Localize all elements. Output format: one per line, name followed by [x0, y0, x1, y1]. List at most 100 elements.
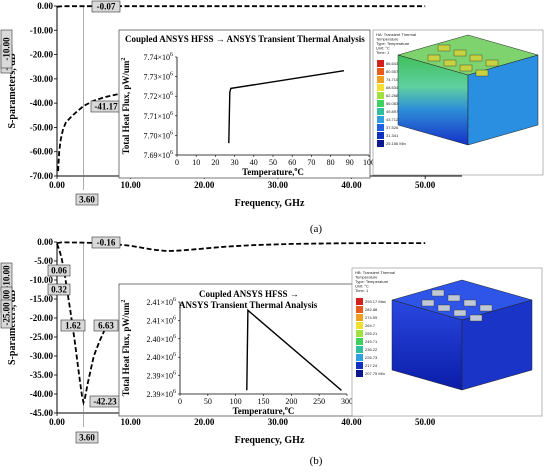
- y-tick-label: -20.00: [30, 50, 54, 60]
- y-tick-label: -30.00: [30, 351, 54, 361]
- thermal-header-line: Type: Temperature: [355, 279, 389, 284]
- y-tick-label: 0.00: [37, 1, 53, 11]
- thermal-header-line: HB: Transient Thermal: [355, 270, 395, 275]
- thermal-legend-value: 31.341: [386, 133, 399, 138]
- thermal-legend-value: 255.21: [365, 331, 378, 336]
- thermal-color-swatch: [377, 116, 384, 123]
- thermal-legend-value: 68.534: [386, 85, 399, 90]
- thermal-color-swatch: [356, 298, 363, 305]
- thermal-block-pad: [431, 289, 445, 297]
- x-tick-label: 40.00: [341, 180, 362, 190]
- thermal-color-swatch: [356, 330, 363, 337]
- marker-box: [93, 319, 119, 332]
- thermal-legend-value: 62.268: [386, 93, 399, 98]
- thermal-block-pad: [469, 54, 483, 62]
- x-axis-label: Frequency, GHz: [235, 435, 305, 446]
- caption-a: (a): [310, 223, 323, 235]
- x-tick-label: 30.00: [268, 417, 289, 427]
- thermal-legend-value: 236.22: [365, 347, 378, 352]
- inset-y-tick-label: 2.41×106: [146, 297, 176, 307]
- thermal-block-pad: [479, 304, 493, 312]
- y-tick-label: -60.00: [30, 147, 54, 157]
- series-line-1: [56, 243, 107, 406]
- x-tick-label: 30.00: [268, 180, 289, 190]
- inset-y-tick-label: 7.71×106: [143, 111, 173, 121]
- marker-label: -42.23: [93, 397, 117, 407]
- y-tick-label: -50.00: [30, 122, 54, 132]
- thermal-color-swatch: [377, 60, 384, 67]
- thermal-block-pad: [447, 294, 461, 302]
- inset-y-tick-label: 7.70×106: [143, 130, 173, 140]
- x-axis-label: Frequency, GHz: [235, 198, 305, 209]
- y-tick-label: -45.00: [30, 408, 54, 418]
- marker-label: 3.60: [79, 195, 95, 205]
- inset-x-tick-label: 90: [346, 158, 354, 167]
- thermal-legend-value: 49.897: [386, 109, 399, 114]
- marker-label-vertical: -10.00: [2, 37, 12, 61]
- x-tick-label: 40.00: [341, 417, 362, 427]
- inset-y-tick-label: 2.41×106: [146, 315, 176, 325]
- y-tick-label: -5.00: [34, 256, 53, 266]
- series-line-2: [56, 241, 426, 253]
- inset-y-axis-label: Total Heat Flux, pW/um2: [121, 300, 131, 397]
- marker-box: [47, 264, 71, 277]
- inset-y-tick-label: 7.72×106: [143, 91, 173, 101]
- y-tick-label: 0.00: [37, 237, 53, 247]
- x-tick-label: 0.00: [49, 180, 65, 190]
- thermal-block-pad: [459, 64, 473, 72]
- thermal-block-right: [461, 299, 533, 391]
- inset-x-axis-label: Temperature,oC: [233, 406, 295, 416]
- inset-y-axis-label: Total Heat Flux, pW/um2: [121, 58, 131, 155]
- inset-y-tick-label: 7.73×106: [143, 72, 173, 82]
- thermal-header-line: Temperature: [376, 37, 399, 42]
- y-tick-label: -40.00: [30, 98, 54, 108]
- thermal-legend-value: 56.083: [386, 101, 399, 106]
- thermal-color-swatch: [377, 140, 384, 147]
- thermal-block-pad: [463, 299, 477, 307]
- y-tick-label: -25.00: [30, 332, 54, 342]
- thermal-block-right: [467, 54, 539, 146]
- thermal-color-swatch: [377, 108, 384, 115]
- thermal-block-pad: [485, 59, 499, 67]
- thermal-color-swatch: [377, 132, 384, 139]
- thermal-color-swatch: [377, 76, 384, 83]
- y-tick-label: -40.00: [30, 389, 54, 399]
- inset-y-tick-label: 7.74×106: [143, 52, 173, 62]
- inset-y-tick-label: 2.39×106: [146, 389, 176, 399]
- thermal-color-swatch: [356, 314, 363, 321]
- marker-box: [91, 0, 121, 13]
- marker-box: [75, 431, 99, 444]
- marker-box: [75, 193, 99, 206]
- marker-label: -0.16: [97, 238, 116, 248]
- inset-x-tick-label: 20: [211, 158, 219, 167]
- inset-x-tick-label: 50: [204, 397, 212, 406]
- thermal-color-swatch: [377, 68, 384, 75]
- x-tick-label: 10.00: [121, 417, 142, 427]
- inset-series-line: [228, 70, 345, 144]
- thermal-legend-value: 226.73: [365, 355, 378, 360]
- thermal-color-swatch: [356, 370, 363, 377]
- marker-box: [47, 283, 71, 296]
- thermal-block-pad: [453, 309, 467, 317]
- series-line-1: [57, 91, 128, 172]
- inset-x-tick-label: 200: [285, 397, 297, 406]
- thermal-legend-value: 86.643 Max: [386, 61, 407, 66]
- marker-label: 1.62: [65, 321, 81, 331]
- thermal-header-line: Time: 1: [355, 288, 369, 293]
- thermal-legend-value: 80.557: [386, 69, 399, 74]
- inset-title-line2: ANSYS Transient Thermal Analysis: [179, 300, 318, 310]
- marker-label: 0.32: [51, 285, 67, 295]
- y-tick-label: -20.00: [30, 313, 54, 323]
- inset-y-tick-label: 2.40×106: [146, 334, 176, 344]
- inset-x-tick-label: 150: [258, 397, 270, 406]
- thermal-header-line: Unit: °C: [355, 284, 369, 289]
- thermal-color-swatch: [356, 306, 363, 313]
- thermal-color-swatch: [377, 100, 384, 107]
- thermal-block-pad: [453, 49, 467, 57]
- inset-x-tick-label: 30: [231, 158, 239, 167]
- inset-x-tick-label: 10: [192, 158, 200, 167]
- y-tick-label: -35.00: [30, 370, 54, 380]
- x-tick-label: 20.00: [194, 180, 215, 190]
- inset-x-tick-label: 70: [307, 158, 315, 167]
- y-axis-label: S-parameters, dB: [7, 53, 18, 128]
